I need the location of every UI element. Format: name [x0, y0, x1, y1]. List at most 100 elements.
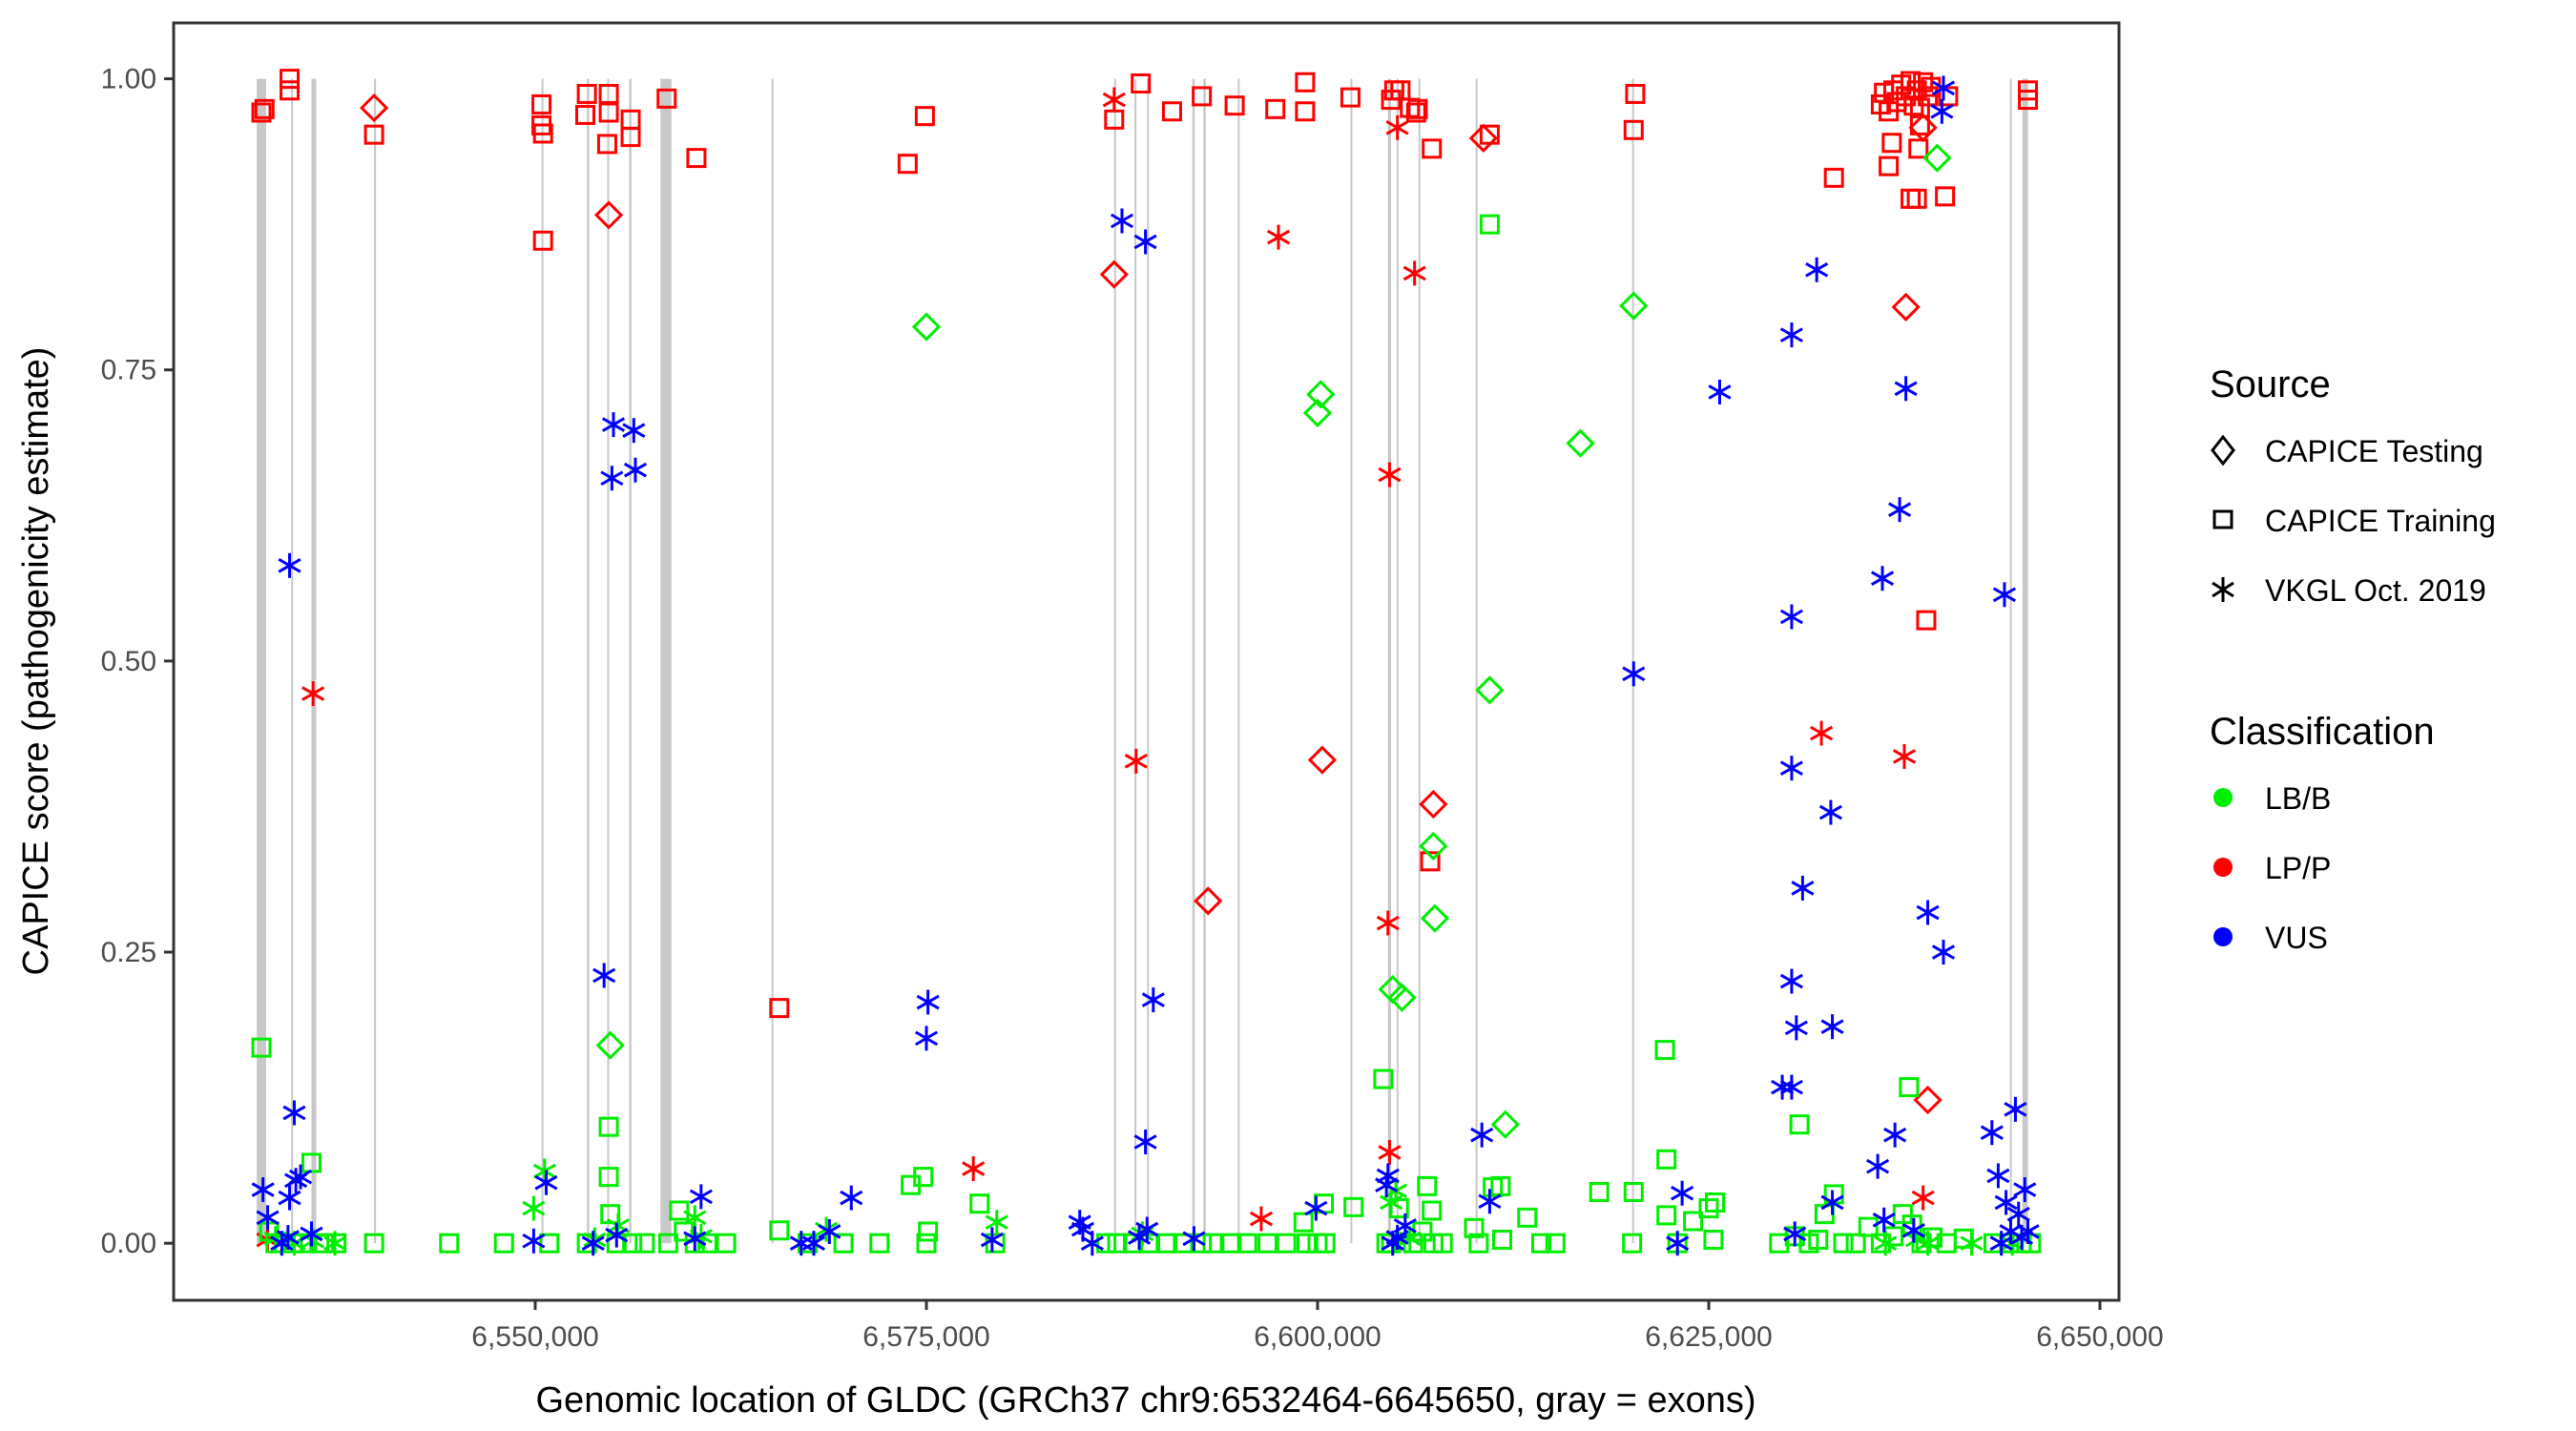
x-tick-label: 6,600,000 — [1254, 1321, 1381, 1353]
exon-band — [541, 78, 544, 1244]
point-vkgl — [323, 1231, 347, 1256]
legend-label-vkgl: VKGL Oct. 2019 — [2265, 573, 2486, 608]
point-vkgl — [1883, 1122, 1907, 1148]
vus-dot-icon — [2213, 927, 2233, 946]
point-training — [1490, 1175, 1511, 1196]
legend-item-capice-training: CAPICE Training — [2212, 504, 2496, 538]
point-vkgl — [1888, 497, 1912, 523]
point-training — [1340, 87, 1361, 108]
y-axis: 0.00 0.25 0.50 0.75 1.00 — [101, 64, 174, 1259]
exon-bands — [257, 78, 2028, 1244]
legend-title-source: Source — [2210, 363, 2331, 405]
point-vkgl — [1080, 1231, 1104, 1256]
point-vkgl — [1931, 940, 1956, 965]
point-vkgl — [985, 1210, 1008, 1235]
legend-item-vus: VUS — [2213, 921, 2328, 955]
point-testing — [1619, 291, 1649, 321]
point-training — [1157, 1233, 1178, 1254]
point-vkgl — [1818, 799, 1842, 825]
point-vkgl — [1805, 257, 1829, 282]
exon-band — [587, 78, 590, 1244]
point-training — [1295, 72, 1316, 93]
point-training — [657, 1233, 678, 1254]
point-vkgl — [1892, 743, 1917, 769]
point-training — [364, 124, 384, 145]
point-vkgl — [980, 1227, 1004, 1253]
point-training — [251, 1037, 272, 1058]
point-vkgl — [1402, 260, 1426, 286]
exon-band — [1237, 78, 1240, 1244]
point-training — [1432, 1233, 1453, 1254]
legend-source: Source CAPICE Testing CAPICE Training VK… — [2210, 363, 2496, 608]
point-vkgl — [301, 681, 325, 707]
point-vkgl — [1960, 1231, 1984, 1256]
y-tick-label: 1.00 — [101, 64, 156, 95]
exon-band — [2022, 78, 2028, 1244]
point-vkgl — [1771, 1074, 1795, 1100]
point-vkgl — [1820, 1014, 1844, 1040]
point-training — [1373, 1068, 1394, 1089]
point-vkgl — [1931, 75, 1956, 101]
point-training — [1683, 1211, 1704, 1232]
legend-label-lbb: LB/B — [2265, 781, 2331, 816]
exon-band — [374, 78, 377, 1244]
point-vkgl — [1820, 1190, 1844, 1215]
point-testing — [593, 200, 624, 230]
exon-band — [1350, 78, 1353, 1244]
point-training — [1422, 1200, 1443, 1221]
point-vkgl — [532, 1158, 556, 1184]
point-vkgl — [1666, 1231, 1690, 1256]
point-vkgl — [600, 466, 624, 491]
point-training — [1297, 1233, 1318, 1254]
point-vkgl — [534, 1170, 558, 1195]
point-vkgl — [592, 963, 616, 988]
point-vkgl — [818, 1218, 841, 1244]
point-vkgl — [282, 1100, 306, 1126]
y-tick-label: 0.00 — [101, 1228, 156, 1259]
exon-band — [311, 78, 317, 1244]
point-training — [532, 230, 553, 251]
point-vkgl — [1622, 661, 1646, 687]
point-vkgl — [1249, 1206, 1274, 1232]
point-training — [1906, 188, 1927, 209]
point-vkgl — [1133, 229, 1157, 255]
point-training — [1879, 156, 1900, 176]
point-training — [531, 93, 552, 114]
exon-band — [1387, 78, 1392, 1244]
exon-band — [1631, 78, 1634, 1244]
point-training — [869, 1233, 890, 1254]
point-vkgl — [1304, 1195, 1328, 1221]
x-axis: 6,550,000 6,575,000 6,600,000 6,625,000 6,65… — [471, 1300, 2164, 1353]
point-training — [1656, 1205, 1677, 1226]
point-testing — [1475, 675, 1505, 705]
plot-panel-background — [174, 23, 2119, 1300]
point-training — [918, 1221, 939, 1242]
point-training — [439, 1233, 460, 1254]
exon-band — [1147, 78, 1150, 1244]
point-training — [364, 1233, 384, 1254]
point-training — [1464, 1217, 1485, 1238]
point-training — [1623, 119, 1644, 140]
point-training — [493, 1233, 514, 1254]
point-training — [1845, 1233, 1866, 1254]
point-training — [1107, 1233, 1128, 1254]
point-testing — [1490, 1110, 1520, 1139]
point-training — [1935, 186, 1956, 207]
point-vkgl — [1779, 322, 1803, 348]
point-training — [576, 83, 597, 104]
point-training — [1938, 86, 1959, 107]
y-tick-label: 0.75 — [101, 355, 156, 386]
point-testing — [1922, 143, 1952, 173]
point-testing — [595, 1030, 625, 1060]
point-vkgl — [581, 1231, 605, 1256]
point-vkgl — [300, 1221, 323, 1247]
point-vkgl — [1894, 376, 1918, 402]
point-vkgl — [1992, 582, 2017, 608]
point-training — [833, 1233, 854, 1254]
point-training — [916, 1233, 937, 1254]
point-vkgl — [840, 1185, 863, 1211]
point-vkgl — [583, 1227, 607, 1253]
point-training — [1265, 98, 1286, 119]
point-training — [1823, 167, 1844, 188]
point-training — [969, 1193, 990, 1214]
